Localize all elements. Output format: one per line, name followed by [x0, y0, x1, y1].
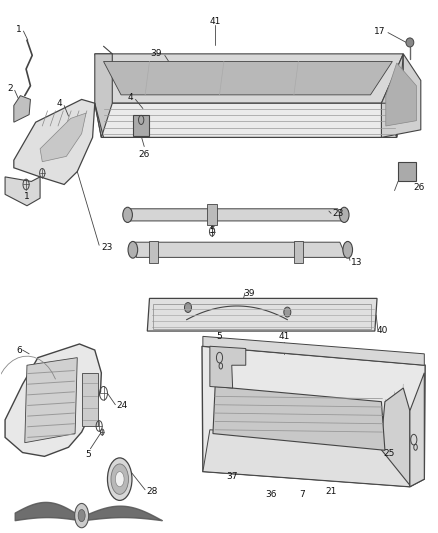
- Text: 17: 17: [374, 27, 385, 36]
- Text: 5: 5: [85, 450, 91, 459]
- Ellipse shape: [339, 207, 348, 222]
- Ellipse shape: [128, 241, 138, 258]
- Ellipse shape: [184, 303, 191, 312]
- Polygon shape: [134, 242, 346, 257]
- Text: 7: 7: [298, 490, 304, 499]
- Text: 39: 39: [150, 50, 161, 58]
- Text: 2: 2: [7, 84, 13, 93]
- Text: 5: 5: [209, 226, 215, 235]
- Ellipse shape: [283, 307, 290, 317]
- Polygon shape: [209, 346, 245, 388]
- Circle shape: [78, 510, 85, 522]
- Text: 25: 25: [382, 449, 394, 458]
- Text: 23: 23: [101, 243, 113, 252]
- Text: 41: 41: [209, 18, 220, 27]
- Text: 5: 5: [216, 332, 222, 341]
- Polygon shape: [40, 113, 86, 161]
- Polygon shape: [25, 358, 77, 443]
- Text: 40: 40: [376, 326, 388, 335]
- Polygon shape: [81, 373, 98, 426]
- Text: 23: 23: [332, 209, 343, 218]
- Polygon shape: [381, 54, 403, 138]
- Polygon shape: [130, 209, 342, 221]
- Circle shape: [115, 472, 124, 487]
- Polygon shape: [103, 61, 392, 95]
- Text: 13: 13: [350, 258, 361, 267]
- Polygon shape: [409, 373, 424, 487]
- Text: 26: 26: [138, 150, 149, 159]
- Polygon shape: [5, 177, 40, 206]
- Text: 1: 1: [24, 192, 30, 201]
- FancyBboxPatch shape: [133, 115, 149, 136]
- Text: 21: 21: [325, 487, 336, 496]
- Circle shape: [111, 464, 128, 494]
- Ellipse shape: [342, 241, 352, 258]
- Polygon shape: [147, 298, 376, 331]
- Text: 39: 39: [243, 289, 254, 298]
- Text: 1: 1: [16, 25, 21, 34]
- Polygon shape: [5, 344, 101, 456]
- FancyBboxPatch shape: [149, 241, 158, 263]
- FancyBboxPatch shape: [207, 204, 216, 225]
- Text: 24: 24: [117, 401, 127, 410]
- Text: 4: 4: [127, 93, 133, 102]
- Polygon shape: [95, 54, 112, 138]
- Polygon shape: [14, 100, 95, 184]
- FancyBboxPatch shape: [293, 241, 302, 263]
- Polygon shape: [202, 336, 424, 365]
- Polygon shape: [202, 430, 409, 487]
- Text: 37: 37: [226, 472, 237, 481]
- Polygon shape: [201, 346, 424, 487]
- Text: 41: 41: [278, 332, 289, 341]
- Polygon shape: [95, 54, 403, 103]
- Polygon shape: [381, 54, 420, 138]
- Ellipse shape: [123, 207, 132, 222]
- Circle shape: [107, 458, 132, 500]
- Text: 36: 36: [265, 490, 276, 499]
- Text: 6: 6: [16, 345, 21, 354]
- Polygon shape: [95, 103, 403, 138]
- Text: 26: 26: [413, 183, 424, 192]
- FancyBboxPatch shape: [397, 163, 415, 181]
- Polygon shape: [380, 388, 409, 485]
- Polygon shape: [14, 95, 30, 122]
- Text: 4: 4: [56, 99, 62, 108]
- Polygon shape: [212, 386, 384, 450]
- Text: 28: 28: [147, 487, 158, 496]
- Polygon shape: [385, 63, 416, 126]
- Circle shape: [74, 504, 88, 528]
- Ellipse shape: [405, 38, 413, 47]
